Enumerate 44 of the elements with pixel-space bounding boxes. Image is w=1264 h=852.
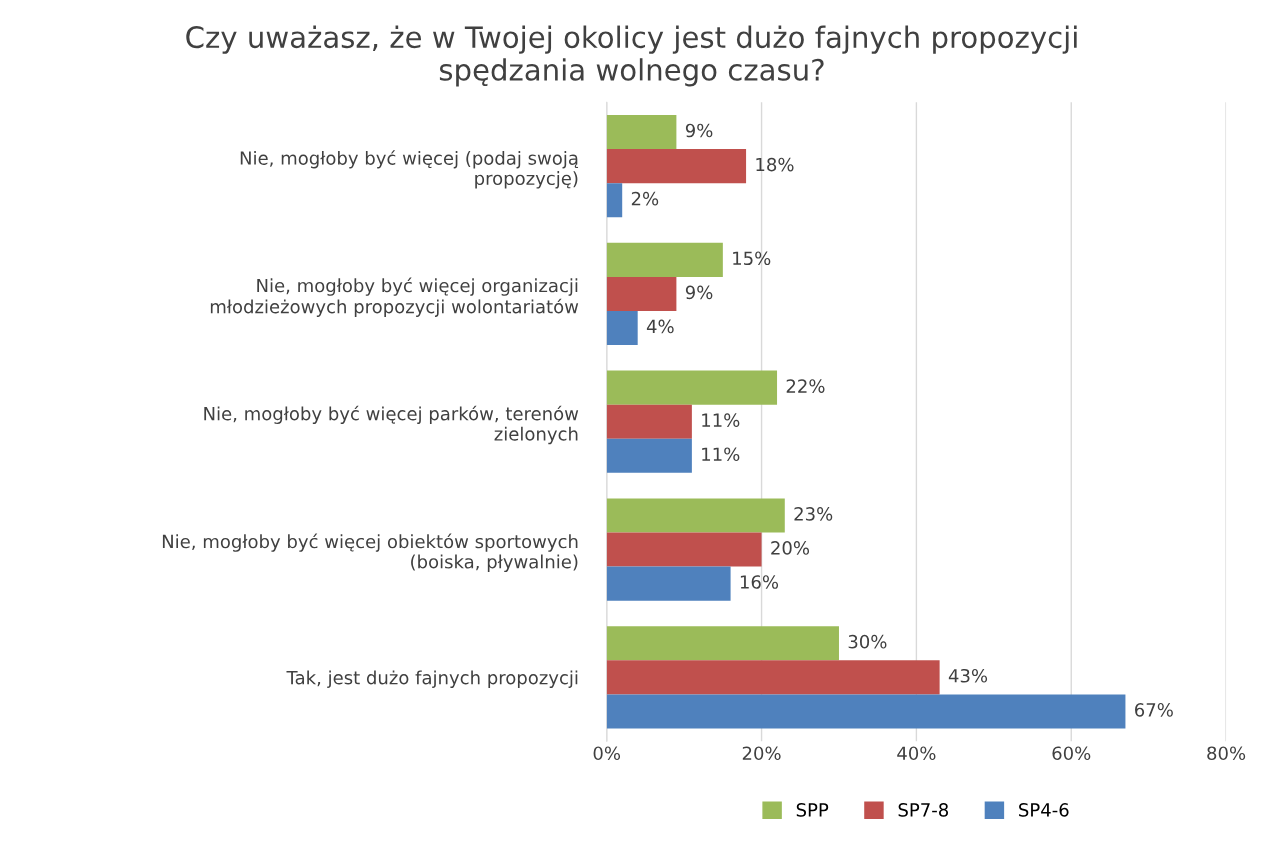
data-label: 9% [685, 123, 713, 138]
x-tick-label: 40% [897, 746, 936, 761]
data-label: 23% [794, 507, 833, 521]
bar [606, 626, 839, 661]
legend-label: SP4-6 [1019, 803, 1069, 817]
x-tick-label: 0% [593, 746, 621, 761]
x-tick-label: 20% [742, 746, 781, 761]
data-label: 43% [948, 668, 988, 683]
chart-title: Czy uważasz, że w Twojej okolicy jest dużo fajnych propozycji spędzania wolnego czasu? [186, 25, 1077, 87]
data-label: 30% [848, 634, 887, 649]
legend-label: SP7-8 [898, 803, 949, 817]
y-tick-label: Nie, mogłoby być więcej obiektów sportowych (boiska, pływalnie) [162, 533, 578, 572]
data-label: 11% [702, 413, 740, 427]
y-tick-label: Nie, mogłoby być więcej (podaj swoją propozycję) [240, 150, 579, 189]
bar [606, 566, 731, 601]
x-tick-label: 80% [1207, 746, 1246, 761]
data-label: 11% [702, 447, 740, 462]
bar [606, 242, 723, 277]
legend-label: SPP [796, 803, 829, 817]
bar [606, 310, 638, 346]
bar [606, 532, 762, 567]
bar [606, 276, 677, 311]
bar [606, 438, 692, 473]
y-tick-label: Tak, jest dużo fajnych propozycji [286, 670, 578, 688]
bar [606, 370, 778, 405]
bar [606, 183, 623, 218]
bar [606, 404, 692, 439]
data-label: 9% [685, 285, 713, 300]
data-label: 2% [631, 191, 659, 206]
bar [606, 498, 785, 533]
data-label: 15% [733, 251, 771, 266]
bar [606, 115, 677, 150]
y-tick-label: Nie, mogłoby być więcej parków, terenów zielonych [204, 405, 579, 445]
bar [606, 660, 940, 695]
x-tick-label: 60% [1052, 746, 1091, 761]
y-tick-label: Nie, mogłoby być więcej organizacji młodzieżowych propozycji wolontariatów [210, 277, 579, 317]
data-label: 4% [646, 319, 674, 334]
data-label: 22% [786, 379, 825, 393]
data-label: 16% [740, 575, 779, 589]
data-label: 18% [756, 157, 794, 172]
bar [606, 149, 747, 184]
data-label: 20% [771, 541, 810, 555]
data-label: 67% [1135, 703, 1173, 717]
bar [606, 694, 1126, 729]
